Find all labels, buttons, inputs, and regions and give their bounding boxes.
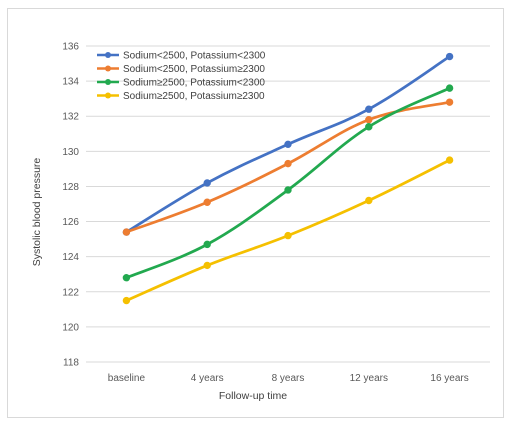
legend-marker (105, 92, 111, 99)
y-tick-labels: 118 120 122 124 126 128 130 132 134 136 (62, 42, 79, 369)
data-point (122, 296, 131, 305)
legend-item: Sodium≥2500, Potassium≥2300 (97, 91, 265, 102)
data-point (284, 231, 292, 240)
data-point (365, 116, 373, 124)
data-point (445, 52, 454, 61)
x-axis-title: Follow-up time (219, 390, 287, 402)
legend-marker (105, 65, 111, 72)
legend-item: Sodium≥2500, Potassium<2300 (97, 78, 265, 89)
series-4 (122, 156, 454, 305)
data-point (203, 179, 211, 187)
series-3 (122, 84, 454, 282)
y-tick-label: 128 (62, 182, 79, 193)
data-point (203, 240, 211, 249)
x-tick-label: 16 years (430, 373, 468, 384)
y-tick-label: 124 (62, 252, 79, 263)
legend-marker (105, 79, 111, 85)
x-tick-label: baseline (108, 373, 146, 384)
y-tick-label: 132 (62, 112, 79, 123)
data-point (445, 84, 454, 92)
data-point (284, 140, 292, 149)
series-line (125, 158, 451, 302)
y-tick-label: 118 (63, 358, 79, 369)
data-point (203, 261, 211, 270)
data-point (445, 98, 454, 106)
legend: Sodium<2500, Potassium<2300 Sodium<2500, … (97, 51, 266, 102)
legend-item: Sodium<2500, Potassium<2300 (97, 51, 266, 62)
gridlines (86, 45, 490, 363)
y-tick-label: 130 (62, 147, 79, 158)
data-point (284, 159, 292, 168)
x-tick-label: 4 years (191, 373, 224, 384)
data-point (122, 228, 131, 236)
x-tick-label: 8 years (272, 373, 305, 384)
legend-label: Sodium<2500, Potassium≥2300 (123, 64, 265, 75)
legend-label: Sodium≥2500, Potassium≥2300 (123, 91, 265, 102)
data-point (365, 196, 373, 205)
x-tick-label: 12 years (350, 373, 388, 384)
y-tick-label: 126 (62, 217, 79, 228)
legend-marker (105, 52, 111, 58)
x-tick-labels: baseline 4 years 8 years 12 years 16 years (108, 373, 469, 384)
series-lines (122, 52, 454, 305)
y-tick-label: 122 (62, 287, 79, 298)
y-tick-label: 136 (62, 42, 79, 53)
legend-item: Sodium<2500, Potassium≥2300 (97, 64, 265, 75)
data-point (122, 274, 131, 282)
data-point (445, 156, 454, 164)
data-point (284, 186, 292, 194)
series-2 (122, 98, 454, 236)
y-axis-title: Systolic blood pressure (31, 158, 43, 267)
legend-label: Sodium<2500, Potassium<2300 (123, 51, 266, 62)
data-point (203, 198, 211, 206)
y-tick-label: 134 (62, 77, 79, 88)
y-tick-label: 120 (62, 322, 79, 333)
legend-label: Sodium≥2500, Potassium<2300 (123, 78, 265, 89)
data-point (365, 123, 373, 131)
data-point (365, 105, 373, 113)
